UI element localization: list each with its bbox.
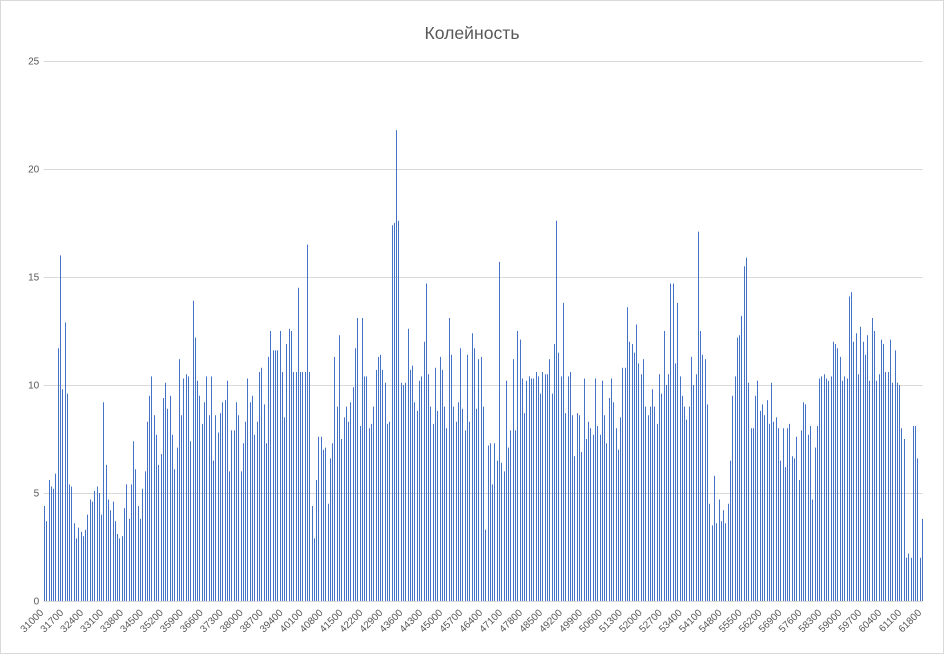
svg-text:20: 20 xyxy=(28,165,40,176)
svg-text:15: 15 xyxy=(28,273,40,284)
svg-text:10: 10 xyxy=(28,381,40,392)
svg-text:5: 5 xyxy=(34,489,40,500)
svg-text:0: 0 xyxy=(34,597,40,608)
svg-text:Колейность: Колейность xyxy=(425,23,520,43)
svg-text:25: 25 xyxy=(28,57,40,68)
